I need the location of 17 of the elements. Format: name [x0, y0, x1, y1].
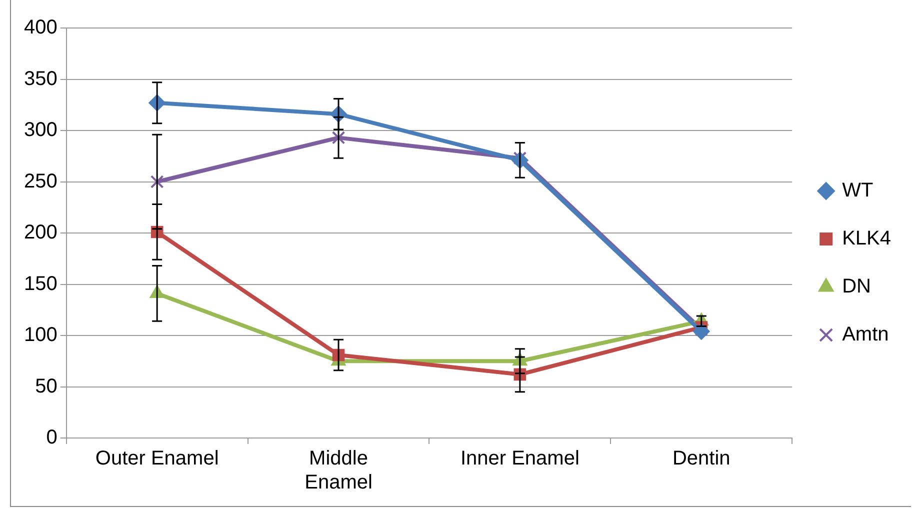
legend-label: Amtn: [842, 324, 889, 346]
x-tick-label: Inner Enamel: [460, 448, 580, 470]
y-tick-label: 300: [24, 119, 58, 142]
y-tick-label: 50: [35, 375, 58, 398]
legend-label: DN: [842, 276, 871, 298]
y-tick-label: 400: [24, 16, 58, 39]
x-tick-label: Middle Enamel: [304, 448, 372, 494]
x-tick-label: Dentin: [672, 448, 730, 470]
y-tick-label: 350: [24, 68, 58, 90]
legend-label: WT: [842, 180, 874, 202]
y-tick-label: 0: [46, 426, 58, 449]
y-tick-label: 150: [24, 272, 58, 295]
y-tick-label: 100: [24, 324, 58, 346]
legend-label: KLK4: [842, 228, 892, 250]
y-tick-label: 200: [24, 222, 58, 244]
y-tick-label: 250: [24, 170, 58, 192]
x-tick-label: Outer Enamel: [95, 448, 219, 470]
